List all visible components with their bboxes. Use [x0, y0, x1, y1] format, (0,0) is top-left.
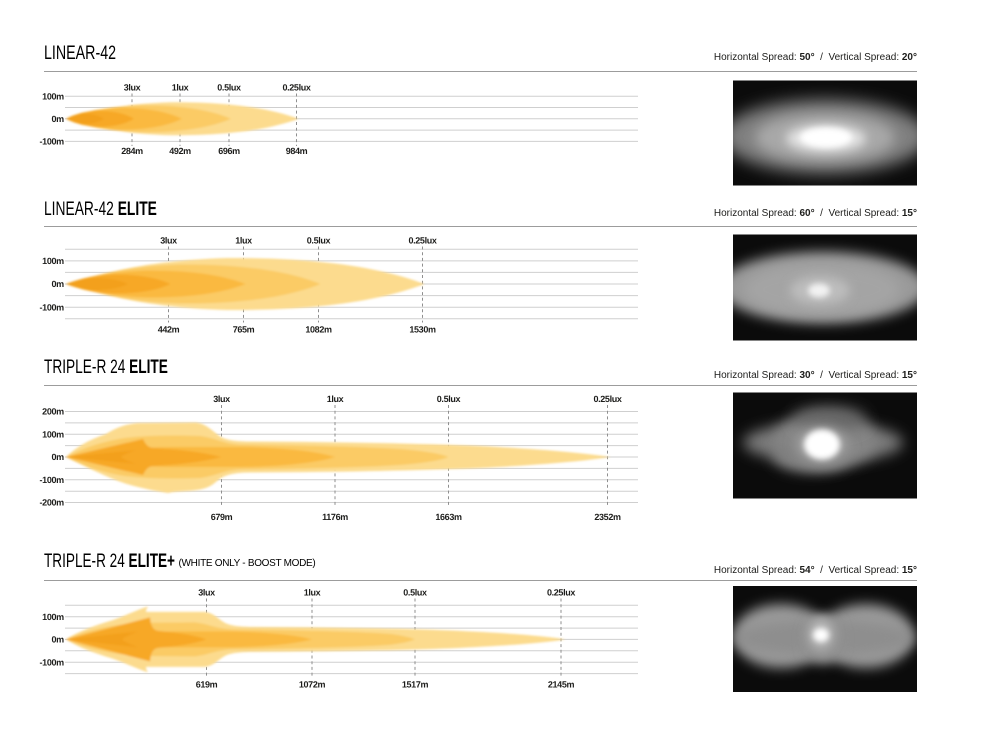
svg-text:-100m: -100m	[40, 302, 65, 312]
svg-text:0m: 0m	[51, 635, 64, 645]
svg-text:0.25lux: 0.25lux	[547, 588, 575, 598]
svg-text:0.25lux: 0.25lux	[282, 83, 310, 93]
svg-text:0.5lux: 0.5lux	[403, 588, 427, 598]
svg-text:492m: 492m	[169, 146, 191, 156]
svg-text:2145m: 2145m	[548, 680, 575, 690]
svg-text:-100m: -100m	[40, 657, 65, 667]
svg-text:1072m: 1072m	[299, 680, 326, 690]
svg-text:0.25lux: 0.25lux	[408, 236, 436, 246]
svg-text:1lux: 1lux	[235, 236, 252, 246]
svg-text:100m: 100m	[42, 91, 64, 101]
svg-text:100m: 100m	[42, 430, 64, 440]
svg-text:442m: 442m	[158, 324, 180, 334]
svg-text:1lux: 1lux	[327, 394, 344, 404]
svg-text:3lux: 3lux	[198, 588, 215, 598]
svg-text:-100m: -100m	[40, 475, 65, 485]
svg-text:284m: 284m	[121, 146, 143, 156]
svg-text:100m: 100m	[42, 256, 64, 266]
svg-text:3lux: 3lux	[160, 236, 177, 246]
svg-text:696m: 696m	[218, 146, 240, 156]
svg-text:619m: 619m	[196, 680, 218, 690]
svg-text:-200m: -200m	[40, 498, 65, 508]
svg-text:765m: 765m	[233, 324, 255, 334]
svg-text:0.25lux: 0.25lux	[593, 394, 621, 404]
svg-text:0m: 0m	[51, 279, 64, 289]
svg-text:0m: 0m	[51, 452, 64, 462]
svg-text:1lux: 1lux	[304, 588, 321, 598]
svg-text:3lux: 3lux	[213, 394, 230, 404]
svg-text:1663m: 1663m	[435, 512, 462, 522]
svg-text:0.5lux: 0.5lux	[307, 236, 331, 246]
svg-text:1517m: 1517m	[402, 680, 429, 690]
svg-text:1176m: 1176m	[322, 512, 348, 522]
svg-text:0.5lux: 0.5lux	[217, 83, 241, 93]
svg-text:2352m: 2352m	[594, 512, 621, 522]
svg-text:100m: 100m	[42, 612, 64, 622]
svg-text:1lux: 1lux	[172, 83, 189, 93]
svg-text:3lux: 3lux	[124, 83, 141, 93]
svg-text:1082m: 1082m	[305, 324, 332, 334]
svg-text:-100m: -100m	[40, 137, 65, 147]
svg-text:200m: 200m	[42, 407, 64, 417]
svg-text:1530m: 1530m	[409, 324, 436, 334]
svg-text:984m: 984m	[286, 146, 308, 156]
svg-text:0m: 0m	[51, 114, 64, 124]
svg-text:679m: 679m	[211, 512, 233, 522]
svg-text:0.5lux: 0.5lux	[437, 394, 461, 404]
